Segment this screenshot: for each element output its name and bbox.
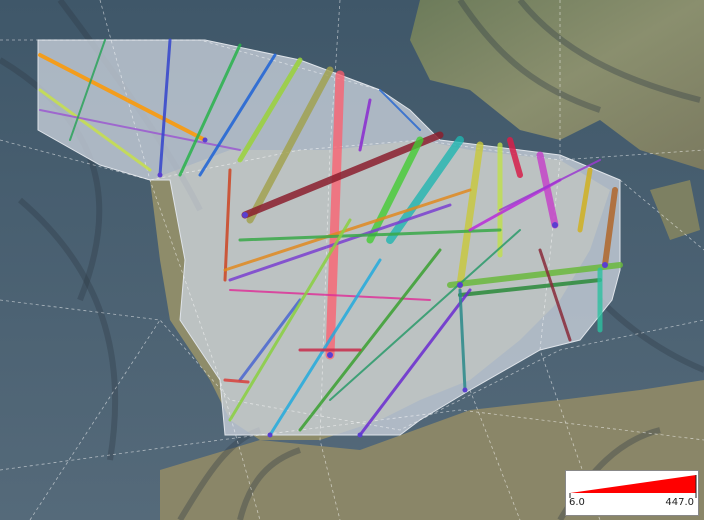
route-line: [237, 57, 303, 163]
flow-routes: [38, 38, 623, 437]
route-line: [538, 248, 572, 342]
legend-ramp: [569, 475, 697, 498]
route-line: [499, 159, 601, 211]
route-line: [223, 378, 250, 384]
route-line: [228, 203, 452, 282]
route-line: [38, 88, 152, 172]
route-line: [158, 38, 172, 177]
route-line: [358, 288, 472, 437]
legend-max-label: 447.0: [665, 497, 694, 508]
route-line: [325, 70, 345, 360]
route-line: [238, 228, 502, 242]
legend-wedge: [570, 475, 696, 493]
route-line: [69, 39, 106, 141]
route-endpoints: [157, 137, 608, 438]
route-line: [329, 229, 521, 401]
route-line: [229, 289, 431, 301]
route-line: [38, 53, 207, 142]
route-line: [602, 187, 618, 268]
route-line: [178, 43, 242, 177]
route-line: [458, 288, 467, 392]
route-line: [507, 137, 523, 178]
route-line: [379, 89, 421, 131]
route-line: [228, 218, 352, 422]
route-line: [458, 278, 602, 297]
route-line: [238, 298, 302, 382]
route-line: [223, 168, 232, 282]
route-line: [447, 262, 623, 288]
legend-min-label: 6.0: [569, 497, 585, 508]
route-line: [386, 136, 464, 244]
route-line: [456, 141, 484, 289]
route-line: [366, 136, 424, 244]
route-line: [358, 98, 372, 152]
route-line: [246, 66, 334, 224]
route-line: [577, 167, 593, 233]
route-line: [241, 131, 444, 219]
route-line: [298, 248, 442, 432]
route-line: [223, 188, 472, 272]
flow-legend: 6.0 447.0: [565, 470, 699, 516]
route-line: [268, 258, 382, 437]
route-line: [536, 151, 559, 229]
route-line: [198, 53, 277, 177]
route-line: [39, 109, 241, 151]
